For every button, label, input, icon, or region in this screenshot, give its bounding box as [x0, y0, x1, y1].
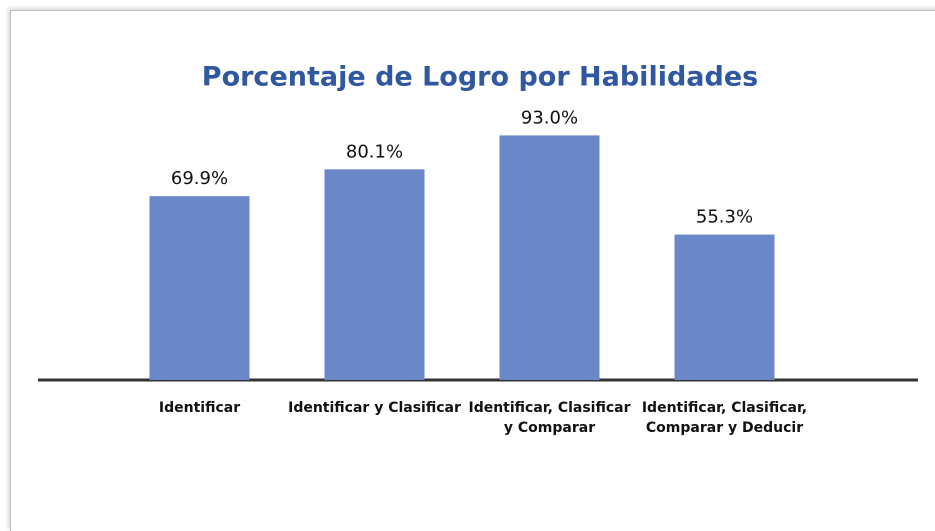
chart-frame — [10, 10, 935, 531]
x-tick-label: Identificar, Clasificar y Comparar — [468, 400, 631, 436]
value-label: 69.9% — [171, 168, 228, 189]
bar — [324, 169, 425, 380]
bar — [674, 234, 775, 380]
x-tick-label: Identificar, Clasificar, Comparar y Dedu… — [641, 400, 808, 436]
page: Porcentaje de Logro por Habilidades 69.9… — [10, 10, 935, 531]
chart: Porcentaje de Logro por Habilidades 69.9… — [38, 62, 918, 382]
bar — [499, 135, 600, 380]
bar — [149, 196, 250, 380]
chart-title: Porcentaje de Logro por Habilidades — [202, 62, 758, 93]
value-label: 55.3% — [696, 207, 753, 228]
x-tick-label: Identificar — [158, 400, 241, 416]
x-tick-label: Identificar y Clasificar — [288, 400, 461, 416]
value-label: 93.0% — [521, 107, 578, 128]
value-label: 80.1% — [346, 141, 403, 162]
